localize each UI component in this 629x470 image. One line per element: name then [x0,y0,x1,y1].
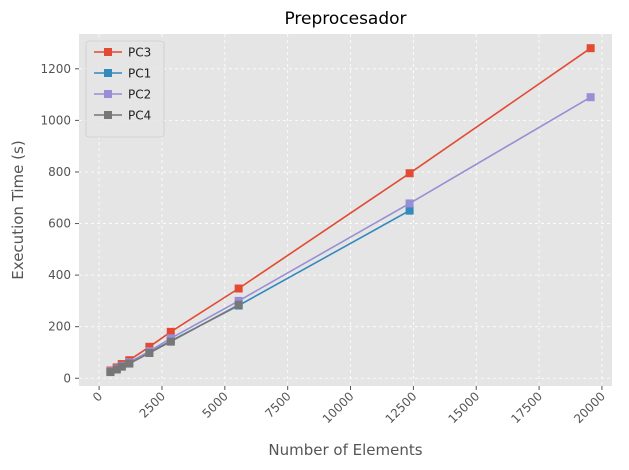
y-tick-label: 1200 [40,62,71,76]
data-point [234,284,243,293]
legend-label: PC2 [128,88,151,102]
legend-label: PC3 [128,46,151,60]
legend-label: PC4 [128,109,151,123]
legend-item-pc4: PC4 [94,109,151,123]
data-point [166,337,175,346]
y-axis-label: Execution Time (s) [9,140,27,279]
grid [79,34,612,386]
y-tick-label: 600 [48,217,71,231]
x-tick-label: 15000 [445,389,482,426]
x-tick-label: 10000 [320,389,357,426]
legend: PC3 PC1 PC2 PC4 [85,40,165,138]
y-tick-label: 400 [48,268,71,282]
data-point [234,300,243,309]
data-point [145,348,154,357]
x-axis-label: Number of Elements [268,441,422,459]
legend-label: PC1 [128,67,151,81]
data-point [405,169,414,178]
data-point [166,327,175,336]
legend-swatch-marker [104,69,112,77]
legend-item-pc1: PC1 [94,67,151,81]
legend-box [85,40,165,138]
data-point [106,368,115,377]
x-tick-label: 12500 [383,389,420,426]
data-point [125,359,134,368]
x-tick-label: 20000 [571,389,608,426]
y-tick-label: 0 [63,371,71,385]
data-point [586,93,595,102]
x-tick-label: 2500 [137,389,168,420]
legend-item-pc2: PC2 [94,88,151,102]
y-tick-label: 800 [48,165,71,179]
x-tick-label: 5000 [199,389,230,420]
legend-swatch-marker [104,111,112,119]
data-point [117,362,126,371]
data-point [405,206,414,215]
y-tick-label: 200 [48,320,71,334]
plot-area [79,34,612,386]
legend-item-pc3: PC3 [94,46,151,60]
data-point [405,199,414,208]
data-point [145,342,154,351]
data-point [586,44,595,53]
series-pc4 [106,300,243,377]
x-tick-label: 7500 [262,389,293,420]
chart-title: Preprocesador [284,9,406,29]
x-tick-label: 0 [90,389,105,404]
series-layer [106,44,595,377]
data-point [112,365,121,374]
x-tick-label: 17500 [508,389,545,426]
y-tick-label: 1000 [40,113,71,127]
legend-swatch-marker [104,48,112,56]
legend-swatch-marker [104,90,112,98]
